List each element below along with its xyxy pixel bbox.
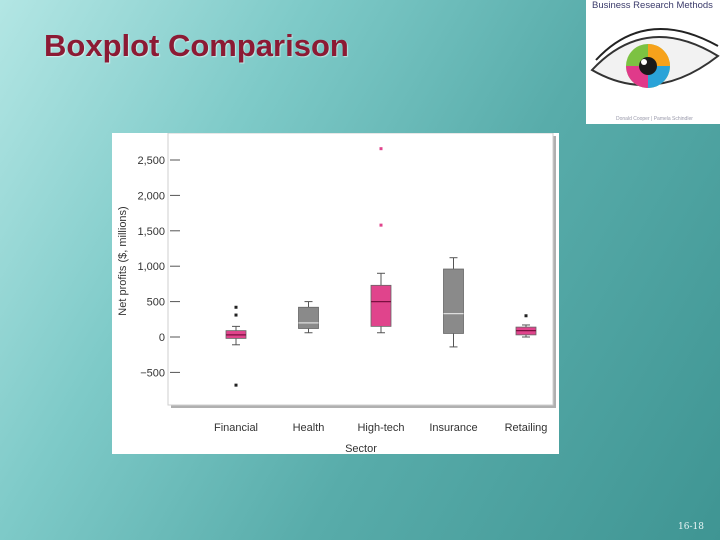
- y-tick-label: 0: [159, 332, 165, 344]
- book-logo: Business Research Methods Donald Cooper …: [586, 0, 720, 124]
- y-axis-label: Net profits ($, millions): [117, 206, 129, 315]
- box-high-tech: [370, 147, 392, 334]
- box-iqr: [298, 306, 319, 329]
- y-tick-label: 2,500: [137, 155, 165, 167]
- y-tick-label: 1,500: [137, 226, 165, 238]
- box-health: [298, 301, 319, 334]
- logo-title: Business Research Methods: [592, 0, 713, 11]
- x-tick-label: Retailing: [505, 422, 548, 434]
- y-tick-label: 500: [147, 297, 165, 309]
- box-insurance: [443, 257, 464, 348]
- x-tick-label: Insurance: [429, 422, 477, 434]
- page-number: 16-18: [678, 522, 704, 532]
- boxplot-series: [225, 147, 537, 387]
- y-axis-ticks: −500 0 500 1,000 1,500 2,000 2,500: [137, 155, 180, 379]
- outlier-point: [234, 305, 238, 309]
- outlier-point: [379, 223, 383, 227]
- x-tick-label: Financial: [214, 422, 258, 434]
- x-tick-label: Health: [293, 422, 325, 434]
- x-axis-tick-labels: Financial Health High-tech Insurance Retaili…: [214, 422, 547, 434]
- outlier-point: [379, 147, 383, 151]
- y-tick-label: 1,000: [137, 261, 165, 273]
- y-tick-label: 2,000: [137, 190, 165, 202]
- outlier-point: [234, 383, 238, 387]
- slide-title: Boxplot Comparison: [44, 28, 349, 63]
- eye-icon: [590, 28, 720, 88]
- y-tick-label: −500: [140, 367, 165, 379]
- logo-authors: Donald Cooper | Pamela Schindler: [616, 116, 693, 122]
- box-iqr: [443, 268, 464, 334]
- x-axis-label: Sector: [345, 443, 377, 454]
- outlier-point: [234, 313, 238, 317]
- x-tick-label: High-tech: [357, 422, 404, 434]
- box-financial: [225, 305, 247, 387]
- box-retailing: [515, 314, 537, 338]
- plot-frame: [167, 133, 554, 406]
- boxplot-chart: Net profits ($, millions) Sector −500 0 50…: [112, 133, 559, 454]
- box-iqr: [370, 284, 392, 327]
- outlier-point: [524, 314, 528, 318]
